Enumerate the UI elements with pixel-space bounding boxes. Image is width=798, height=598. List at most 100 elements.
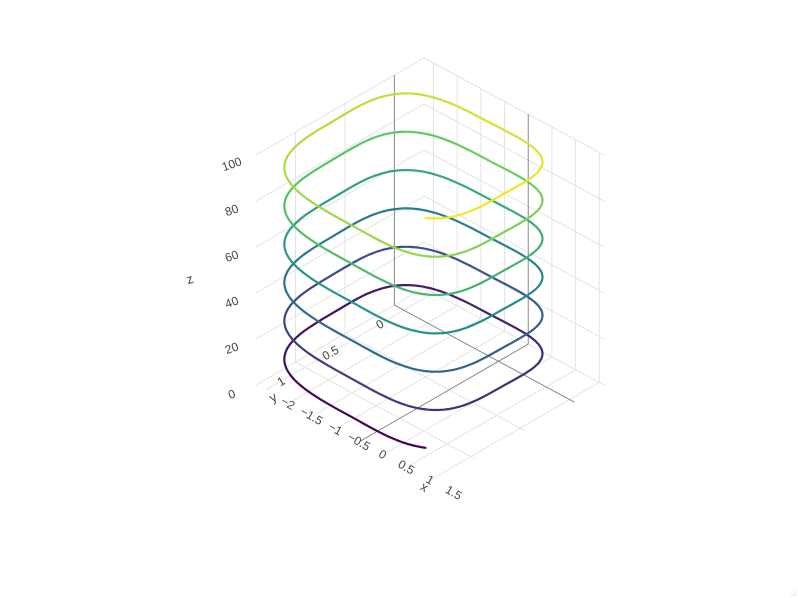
spiral-line-segment[interactable] — [471, 322, 541, 365]
spiral-line-segment[interactable] — [372, 351, 427, 373]
spiral-line-segment[interactable] — [451, 141, 537, 189]
backwall-gridline-z — [423, 149, 605, 248]
spiral-line-segment[interactable] — [290, 222, 376, 278]
spiral-line-segment[interactable] — [286, 261, 356, 311]
spiral-line-segment[interactable] — [471, 207, 541, 250]
floor-gridline-y — [344, 333, 526, 432]
spiral-line-segment[interactable] — [286, 146, 356, 196]
x-tick-label: −1.5 — [298, 404, 326, 428]
z-tick-label: 0 — [226, 386, 237, 402]
floor-gridline-x — [336, 330, 505, 429]
y-tick-label: 0.5 — [320, 343, 342, 364]
spiral-line-segment[interactable] — [424, 400, 474, 412]
spiral-line-segment[interactable] — [400, 284, 454, 298]
spiral-line-segment[interactable] — [424, 247, 474, 258]
z-tick-label: 40 — [223, 293, 241, 311]
resize-grip-icon[interactable] — [788, 588, 796, 596]
spiral-line-segment[interactable] — [372, 428, 427, 449]
spiral-line-segment[interactable] — [424, 324, 474, 335]
floor-gridline-x — [312, 318, 482, 417]
floor-gridline-x — [288, 305, 458, 404]
spiral-line-segment[interactable] — [424, 209, 474, 220]
spiral-line-segment[interactable] — [533, 186, 544, 210]
spiral-line-segment[interactable] — [451, 103, 537, 151]
z-tick-label: 80 — [223, 201, 241, 219]
spiral-line-segment[interactable] — [290, 260, 376, 316]
floor-gridline-x — [431, 382, 600, 480]
spiral-line-segment[interactable] — [372, 236, 427, 258]
x-tick-label: −0.5 — [345, 430, 373, 454]
spiral-line-segment[interactable] — [286, 107, 356, 158]
spiral-line-segment[interactable] — [400, 169, 454, 183]
spiral-line-segment[interactable] — [372, 313, 427, 334]
spiral-line-segment[interactable] — [283, 308, 293, 340]
sidewall-gridline-z — [255, 103, 425, 202]
spiral-line-segment[interactable] — [353, 130, 403, 149]
spiral-line-segment[interactable] — [533, 147, 544, 172]
spiral-line-segment[interactable] — [533, 301, 544, 325]
spiral-line-segment[interactable] — [372, 274, 427, 296]
spiral-line-segment[interactable] — [471, 284, 541, 327]
spiral-line-segment[interactable] — [424, 362, 474, 373]
z-tick-label: 60 — [223, 247, 241, 265]
spiral-line-segment[interactable] — [286, 184, 356, 234]
floor-gridline-x — [265, 292, 434, 391]
x-tick-label: 0.5 — [396, 457, 418, 478]
spiral-line-segment[interactable] — [290, 299, 376, 354]
spiral-line-segment[interactable] — [283, 270, 293, 302]
backwall-gridline-z — [423, 195, 605, 294]
spiral-line-segment[interactable] — [283, 231, 293, 263]
y-axis-title: y — [266, 389, 280, 405]
spiral-line-segment[interactable] — [400, 92, 454, 106]
sidewall-gridline-z — [255, 195, 425, 294]
spiral-line-segment[interactable] — [283, 346, 293, 378]
trace-layer[interactable] — [283, 92, 544, 449]
floor-gridline-x — [407, 369, 576, 468]
spiral-line-segment[interactable] — [424, 285, 474, 297]
spiral-line-segment[interactable] — [533, 339, 544, 364]
backwall-gridline-z — [423, 103, 605, 202]
backwall-gridline-z — [423, 57, 605, 156]
spiral-line-segment[interactable] — [451, 294, 537, 342]
spiral-line-segment[interactable] — [400, 245, 454, 259]
spiral-line-segment[interactable] — [533, 262, 544, 287]
spiral-line-segment[interactable] — [400, 130, 454, 144]
spiral-line-segment[interactable] — [286, 222, 356, 273]
sidewall-gridline-z — [255, 57, 425, 156]
sidewall-gridline-z — [255, 149, 425, 248]
zeroline-x — [360, 343, 529, 442]
spiral-line-segment[interactable] — [286, 299, 356, 349]
z-axis-title: z — [184, 271, 195, 287]
spiral-line-segment[interactable] — [353, 92, 403, 110]
spiral-line-segment[interactable] — [353, 169, 403, 187]
axis-layer — [360, 75, 575, 442]
spiral-line-segment[interactable] — [290, 184, 376, 239]
spiral-line-segment[interactable] — [451, 179, 537, 227]
spiral-line-segment[interactable] — [533, 224, 544, 249]
spiral-line-segment[interactable] — [372, 389, 427, 411]
x-tick-label: −2 — [278, 394, 297, 413]
sidewall-gridline-z — [255, 287, 425, 386]
spiral-line-segment[interactable] — [290, 375, 376, 431]
spiral-line-segment[interactable] — [471, 246, 541, 288]
z-tick-label: 20 — [223, 339, 241, 357]
spiral-line-segment[interactable] — [451, 256, 537, 304]
y-tick-label: 1 — [275, 374, 288, 390]
z-tick-label: 100 — [220, 154, 244, 174]
spiral-line-segment[interactable] — [353, 207, 403, 225]
backwall-gridline-z — [423, 287, 605, 386]
spiral-line-segment[interactable] — [283, 155, 293, 187]
spiral-line-segment[interactable] — [283, 193, 293, 225]
x-tick-label: 0 — [376, 447, 389, 463]
zeroline-y — [394, 304, 575, 403]
floor-gridline-y — [295, 361, 476, 460]
spiral-line-segment[interactable] — [290, 337, 376, 393]
x-tick-label: −1 — [326, 419, 345, 438]
spiral-line-segment[interactable] — [471, 361, 541, 403]
spiral-line-segment[interactable] — [471, 169, 541, 212]
spiral-line-segment[interactable] — [451, 218, 537, 266]
x-tick-label: 1.5 — [443, 482, 465, 503]
spiral-line-segment[interactable] — [400, 207, 454, 221]
